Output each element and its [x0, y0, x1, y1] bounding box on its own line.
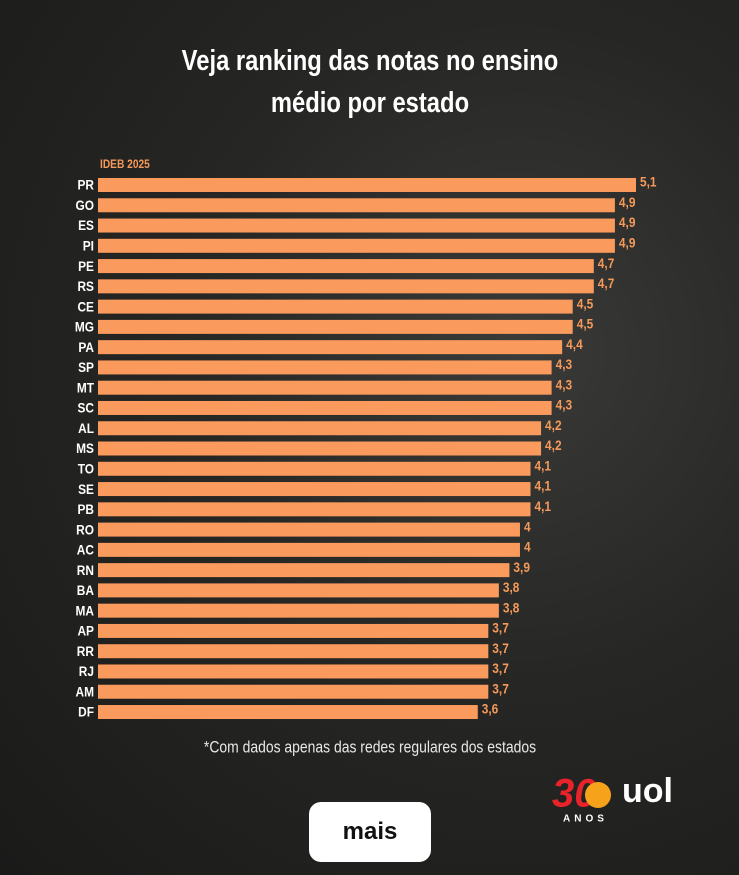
bar [98, 441, 542, 456]
category-label: DF [78, 704, 94, 720]
bar [98, 684, 489, 699]
value-label: 4,5 [577, 295, 594, 311]
value-label: 4,4 [566, 336, 583, 352]
category-label: PA [78, 339, 94, 355]
bar [98, 563, 510, 578]
more-button[interactable]: mais [309, 802, 431, 862]
bar [98, 238, 615, 253]
value-label: 4,7 [598, 275, 615, 291]
value-label: 4 [524, 518, 531, 534]
category-label: SE [78, 481, 94, 497]
category-label: GO [75, 197, 94, 213]
chart-subtitle: IDEB 2025 [100, 158, 150, 171]
category-label: RJ [79, 663, 94, 679]
category-label: ES [78, 217, 94, 233]
bar [98, 461, 531, 476]
bar [98, 319, 573, 334]
value-label: 3,8 [503, 599, 520, 615]
category-label: PI [83, 238, 94, 254]
category-label: AL [78, 420, 94, 436]
category-label: MG [75, 319, 94, 335]
brand-name: uol [622, 772, 673, 810]
category-label: MS [76, 440, 94, 456]
category-label: CE [77, 298, 94, 314]
category-label: PR [77, 177, 94, 193]
value-label: 3,6 [482, 701, 499, 717]
value-label: 4,9 [619, 194, 636, 210]
category-label: PE [78, 258, 94, 274]
footnote: *Com dados apenas das redes regulares do… [204, 738, 536, 757]
category-label: TO [78, 461, 94, 477]
bar [98, 400, 552, 415]
value-label: 4 [524, 539, 531, 555]
bar [98, 218, 615, 233]
bar [98, 705, 478, 720]
category-label: RR [77, 643, 95, 659]
bar [98, 340, 563, 355]
chart-title: Veja ranking das notas no ensino médio p… [181, 45, 559, 119]
bar [98, 279, 594, 294]
bar [98, 542, 520, 557]
value-label: 4,1 [535, 498, 552, 514]
category-label: MT [77, 379, 94, 395]
value-label: 4,2 [545, 417, 562, 433]
brand-tagline: ANOS [563, 814, 608, 825]
category-label: SC [77, 400, 94, 416]
value-label: 4,1 [535, 458, 552, 474]
value-label: 5,1 [640, 174, 657, 190]
category-label: AP [77, 623, 94, 639]
category-label: AM [75, 684, 94, 700]
value-label: 3,8 [503, 579, 520, 595]
category-label: SP [78, 359, 94, 375]
bar [98, 664, 489, 679]
value-label: 3,7 [492, 660, 509, 676]
category-label: BA [77, 582, 95, 598]
category-label: RS [77, 278, 94, 294]
bar [98, 482, 531, 497]
value-label: 3,7 [492, 620, 509, 636]
category-label: AC [77, 542, 95, 558]
category-label: RO [76, 521, 94, 537]
bar [98, 623, 489, 638]
value-label: 3,9 [513, 559, 530, 575]
bar [98, 360, 552, 375]
value-label: 3,7 [492, 681, 509, 697]
category-label: RN [77, 562, 94, 578]
bar [98, 198, 615, 213]
bar [98, 644, 489, 659]
value-label: 4,9 [619, 214, 636, 230]
category-label: PB [77, 501, 94, 517]
bar [98, 522, 520, 537]
category-label: MA [75, 602, 94, 618]
value-label: 4,3 [556, 356, 573, 372]
bar [98, 380, 552, 395]
bar [98, 502, 531, 517]
bar [98, 259, 594, 274]
brand-circle [585, 782, 611, 808]
bar [98, 421, 542, 436]
value-label: 4,3 [556, 397, 573, 413]
bar [98, 583, 499, 598]
value-label: 4,3 [556, 376, 573, 392]
value-label: 4,7 [598, 255, 615, 271]
bar [98, 603, 499, 618]
value-label: 4,5 [577, 316, 594, 332]
value-label: 3,7 [492, 640, 509, 656]
value-label: 4,9 [619, 235, 636, 251]
value-label: 4,2 [545, 437, 562, 453]
bar [98, 178, 636, 192]
bar [98, 299, 573, 314]
value-label: 4,1 [535, 478, 552, 494]
